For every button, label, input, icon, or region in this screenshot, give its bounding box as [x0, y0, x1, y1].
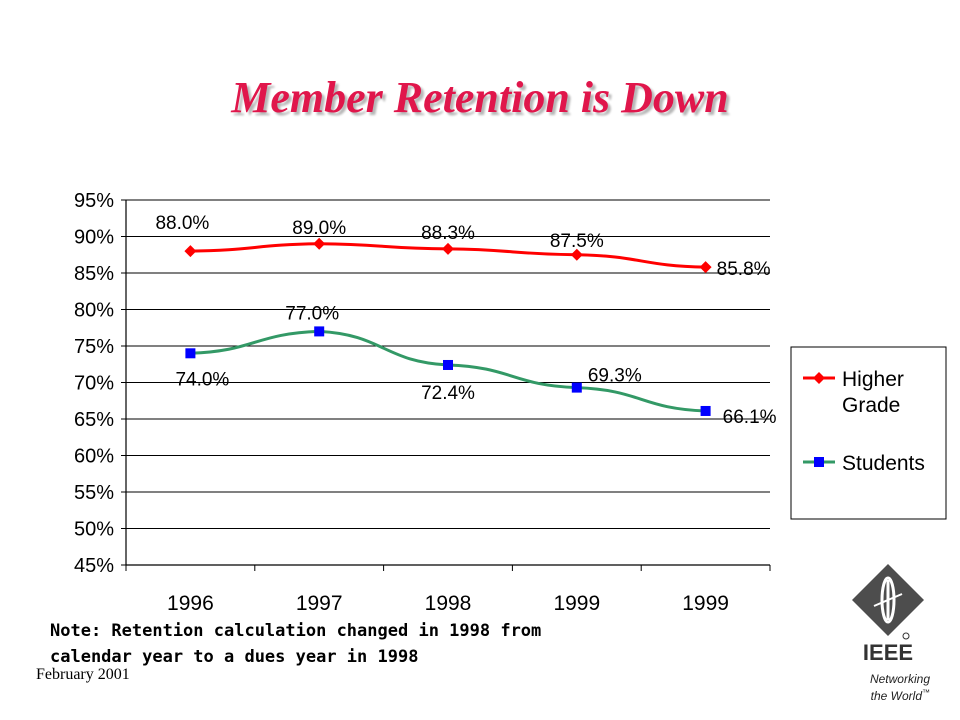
y-tick-label: 85%: [74, 263, 114, 285]
data-label: 72.4%: [421, 383, 475, 404]
ieee-logo: IEEE: [852, 564, 924, 665]
data-label: 89.0%: [292, 218, 346, 239]
series-layer: 88.0% 89.0% 88.3% 87.5% 85.8% 74.0% 77.0% 72.4%…: [155, 213, 776, 428]
y-tick-label: 65%: [74, 409, 114, 431]
data-label: 87.5%: [550, 231, 604, 252]
data-point-higher-grade: [313, 237, 326, 250]
legend-label: Students: [842, 452, 925, 475]
data-point-students: [700, 405, 711, 416]
y-tick-label: 70%: [74, 373, 114, 395]
y-tick-label: 95%: [74, 190, 114, 212]
y-tick-label: 75%: [74, 336, 114, 358]
data-point-students: [185, 348, 196, 359]
tagline-line-1: Networking: [869, 672, 930, 686]
x-tick-label: 1999: [553, 592, 600, 615]
legend-label: Higher: [842, 368, 904, 391]
data-point-students: [443, 359, 453, 370]
footer-date: February 2001: [36, 666, 130, 683]
x-tick-label: 1997: [296, 592, 343, 615]
y-tick-label: 60%: [74, 446, 114, 468]
x-tick-label: 1999: [682, 592, 729, 615]
slide-title: Member Retention is Down: [231, 73, 729, 122]
y-tick-label: 90%: [74, 227, 114, 249]
data-point-higher-grade: [570, 248, 583, 261]
data-point-students: [571, 382, 582, 393]
tagline-line-2: the World: [870, 689, 922, 703]
data-point-higher-grade: [442, 242, 454, 255]
data-label: 74.0%: [175, 369, 229, 390]
retention-note: Note: Retention calculation changed in 1…: [50, 618, 541, 670]
data-label: 69.3%: [588, 366, 642, 387]
x-tick-label: 1996: [167, 592, 214, 615]
note-line-1: Note: Retention calculation changed in 1…: [50, 621, 542, 641]
data-label: 85.8%: [717, 259, 771, 280]
y-tick-label: 80%: [74, 300, 114, 322]
tagline: Networking the World™: [820, 672, 930, 703]
y-tick-label: 55%: [74, 482, 114, 504]
legend-marker: [813, 372, 825, 384]
legend-marker: [814, 457, 824, 467]
trademark-mark: ™: [922, 688, 930, 697]
data-label: 77.0%: [285, 303, 339, 324]
y-tick-label: 50%: [74, 519, 114, 541]
data-label: 66.1%: [723, 407, 777, 428]
data-point-students: [314, 326, 325, 337]
legend-label: Grade: [842, 394, 900, 417]
data-label: 88.0%: [155, 213, 209, 234]
grid-layer: [126, 199, 770, 566]
note-line-2: calendar year to a dues year in 1998: [50, 647, 419, 667]
retention-line-chart: 45% 50% 55% 60% 65% 70% 75% 80% 85% 90% 95% 1996 199…: [74, 190, 947, 615]
axis-layer: 45% 50% 55% 60% 65% 70% 75% 80% 85% 90% 95% 1996 199…: [74, 190, 771, 615]
data-point-higher-grade: [699, 261, 712, 274]
data-label: 88.3%: [421, 223, 475, 244]
y-tick-label: 45%: [74, 555, 114, 577]
data-point-higher-grade: [184, 245, 197, 258]
legend: Higher Grade Students: [790, 346, 947, 520]
x-tick-label: 1998: [425, 592, 472, 615]
logo-text: IEEE: [863, 640, 913, 665]
